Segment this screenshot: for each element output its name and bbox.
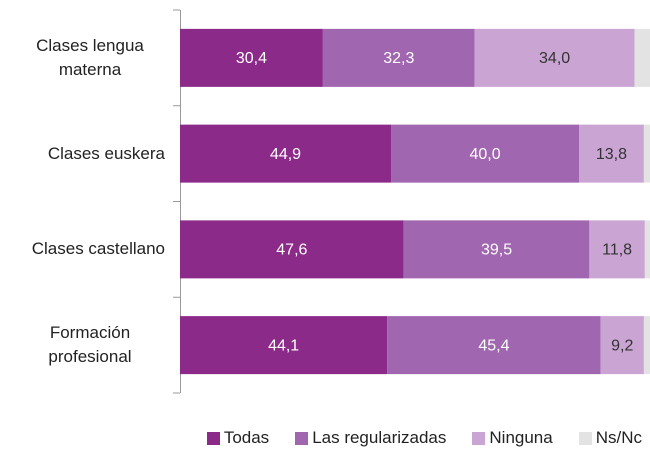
category-label: Clases euskera [0,142,165,166]
bar-segment [644,220,650,279]
bar-segment [180,28,323,87]
legend: Todas Las regularizadas Ninguna Ns/Nc [0,428,650,448]
legend-item: Todas [206,428,270,448]
value-label: 39,5 [481,242,512,259]
bar-segment [474,28,635,87]
bar-segment [579,124,644,183]
category-label-text: Clases euskera [47,143,165,163]
bar-segment [600,316,644,375]
value-label: 11,8 [602,242,632,259]
category-label-text: Clases castellano [31,239,165,259]
value-label: 40,0 [469,146,500,163]
bar-segment [643,124,650,183]
legend-label: Todas [223,428,270,447]
legend-item: Ninguna [472,428,553,448]
bar-segment [387,316,601,375]
plot: 30,4 32,3 34,0 44,9 40,0 13,8 47,6 39,5 11,8 44,1… [173,9,650,394]
bar-segment [322,28,475,87]
legend-swatch [295,431,309,445]
bar-segment [180,316,388,375]
bar-segment [180,124,392,183]
legend-label: Ninguna [489,428,553,447]
value-label: 47,6 [276,242,307,259]
value-label: 44,9 [270,146,301,163]
value-label: 32,3 [383,50,414,67]
legend-swatch [472,431,486,445]
category-label-text: Formación profesional [48,323,132,367]
category-label: Clases castellano [0,237,165,261]
category-label-text: Clases lengua materna [36,35,144,79]
value-label: 45,4 [478,337,509,354]
bar-segment [589,220,645,279]
bar-segment [180,220,404,279]
value-label: 30,4 [236,50,267,67]
value-label: 9,2 [611,337,633,354]
legend-item: Ns/Nc [578,428,642,448]
category-label: Formación profesional [0,321,165,369]
bar-segment [391,124,580,183]
bar-segment [643,316,650,375]
category-label: Clases lengua materna [0,34,165,82]
value-label: 34,0 [539,50,570,67]
value-label: 44,1 [268,337,299,354]
bar-segment [634,28,650,87]
legend-label: Ns/Nc [595,428,642,447]
legend-swatch [206,431,220,445]
bar-segment [403,220,590,279]
legend-swatch [578,431,592,445]
value-label: 13,8 [596,146,627,163]
legend-item: Las regularizadas [295,428,446,448]
legend-label: Las regularizadas [312,428,447,447]
